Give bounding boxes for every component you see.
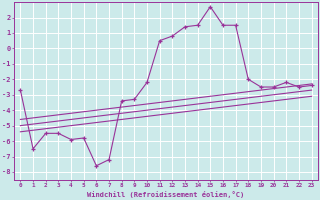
X-axis label: Windchill (Refroidissement éolien,°C): Windchill (Refroidissement éolien,°C) [87, 191, 244, 198]
